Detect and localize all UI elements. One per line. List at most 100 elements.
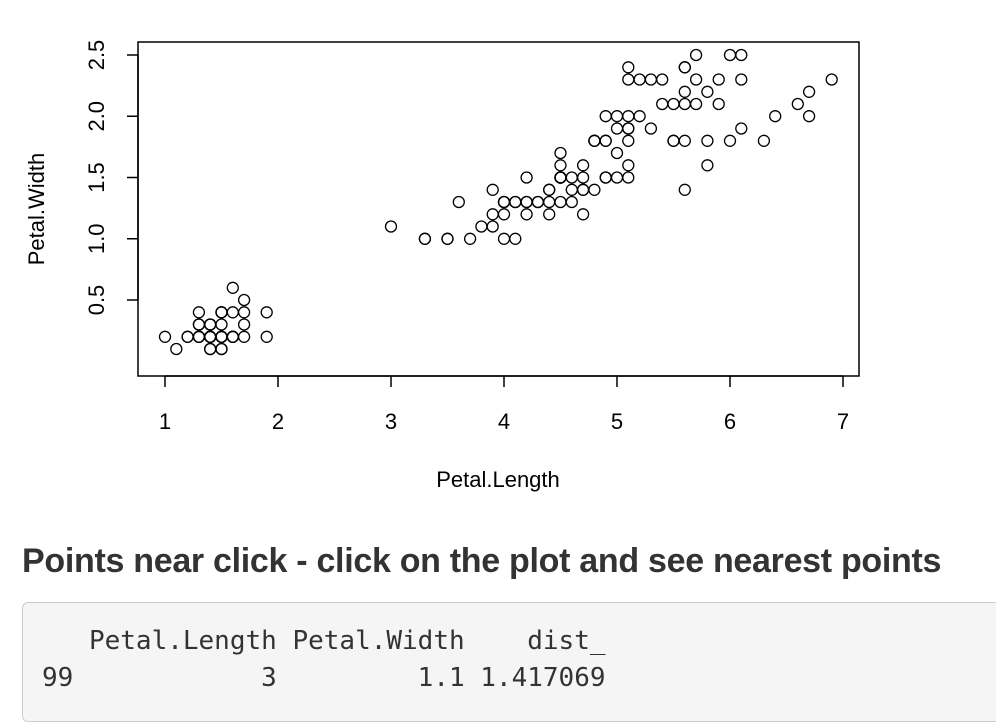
data-point [204,330,217,343]
data-point [588,183,601,196]
data-point [441,232,454,245]
data-point [192,306,206,319]
data-point [576,159,590,172]
data-point [667,97,680,111]
data-point [204,342,217,356]
data-point [622,122,635,135]
data-point [237,318,251,331]
y-tick-label: 2.0 [84,101,109,132]
data-point [610,110,624,123]
data-point [769,110,782,123]
data-point [791,97,804,111]
data-point [509,232,522,245]
data-point [689,73,703,86]
data-point [520,195,533,209]
data-point [588,134,601,147]
data-point [170,342,183,356]
data-point [497,208,511,221]
x-tick-label: 4 [498,409,510,434]
data-point [237,330,251,343]
y-tick-label: 1.0 [84,223,109,254]
data-point [543,183,556,196]
section-heading: Points near click - click on the plot an… [22,542,942,580]
y-tick-label: 1.5 [84,162,109,193]
data-point [204,318,217,331]
data-point [678,183,691,196]
data-point [610,146,624,160]
data-point [226,306,239,319]
data-point [452,195,465,209]
data-point [825,73,838,86]
x-axis-label: Petal.Length [436,467,560,492]
data-point [192,318,206,331]
data-point [678,61,691,74]
data-point [712,97,725,111]
data-point [576,208,590,221]
data-point [599,134,612,147]
data-point [192,330,206,343]
data-point [576,183,590,196]
data-point [712,73,725,86]
x-tick-label: 1 [159,409,171,434]
y-axis-label: Petal.Width [24,153,49,266]
data-point [723,134,737,147]
data-point [757,134,771,147]
data-point [520,208,533,221]
data-point [463,232,477,245]
data-point [215,318,228,331]
data-point [656,97,669,111]
data-point [802,110,816,123]
data-point [497,232,511,245]
y-axis: 0.5 1.0 1.5 2.0 2.5 [84,40,139,315]
scatter-plot[interactable]: 1 2 3 4 5 6 7 0.5 1.0 1.5 2.0 2.5 Petal.Length Pet… [0,0,996,530]
data-point [226,330,239,343]
data-point [701,159,714,172]
data-point [667,134,680,147]
data-point [678,97,691,111]
data-point [215,342,228,356]
data-point [475,220,488,233]
data-point [384,220,398,233]
data-point [486,220,499,233]
data-point [723,48,737,62]
data-point [633,73,646,86]
data-point [689,97,703,111]
data-point [678,134,691,147]
data-point [260,306,273,319]
data-point [565,183,578,196]
x-tick-label: 6 [724,409,736,434]
data-point [237,293,251,307]
data-point [701,134,714,147]
data-points [158,48,838,356]
data-point [610,122,624,135]
data-point [689,48,703,62]
data-point [554,195,567,209]
data-point [554,171,567,184]
data-point [622,61,635,74]
data-point [622,110,635,123]
data-point [181,330,194,343]
data-point [554,159,567,172]
data-point [656,73,669,86]
data-point [554,146,567,160]
data-point [701,85,714,98]
data-point [735,122,748,135]
data-point [599,171,612,184]
x-tick-label: 7 [837,409,849,434]
data-point [565,195,578,209]
data-point [610,171,624,184]
data-point [644,73,658,86]
data-point [486,208,499,221]
data-point [622,73,635,86]
x-tick-label: 2 [272,409,284,434]
data-point [509,195,522,209]
plot-frame [137,41,860,377]
data-point [158,330,172,343]
data-point [260,330,273,343]
data-point [226,281,239,294]
data-point [543,195,556,209]
data-point [565,171,578,184]
data-point [543,208,556,221]
data-point [678,85,691,98]
data-point [735,73,748,86]
